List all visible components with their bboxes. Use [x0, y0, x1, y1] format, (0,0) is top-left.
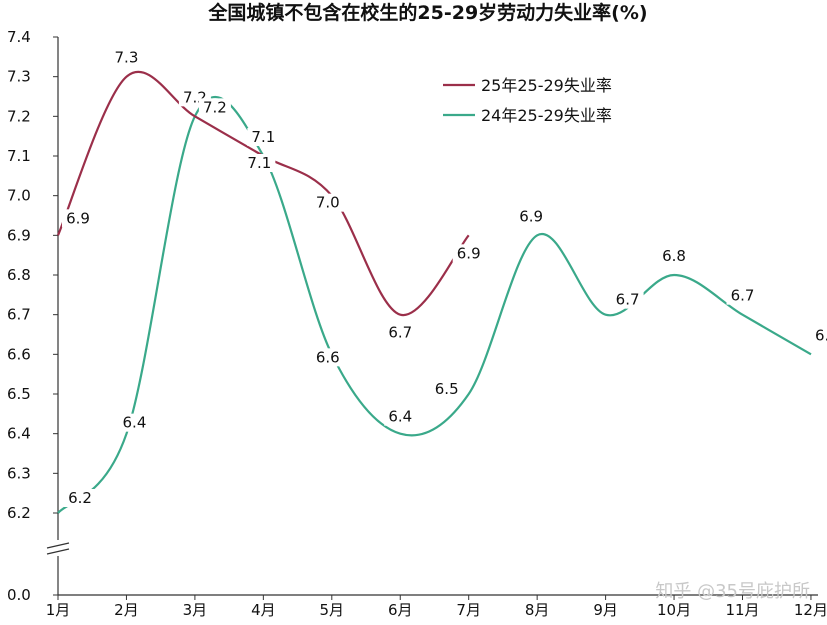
data-label: 6.7	[731, 287, 755, 305]
data-label: 6.9	[519, 207, 543, 225]
x-tick-label: 7月	[456, 601, 481, 619]
data-label-bg	[452, 244, 485, 263]
data-label: 7.2	[203, 98, 227, 116]
data-label: 6.4	[123, 414, 147, 432]
axis-break-mark	[46, 548, 70, 555]
data-label: 7.1	[247, 154, 271, 172]
data-label-bg	[118, 413, 151, 432]
x-tick-label: 1月	[46, 601, 71, 619]
data-label-bg	[384, 323, 417, 342]
y-tick-label: 6.3	[7, 464, 31, 482]
data-label-bg	[611, 290, 644, 309]
data-label-bg	[726, 286, 759, 305]
data-label: 6.9	[457, 244, 481, 262]
data-label: 7.1	[251, 128, 275, 146]
data-label: 7.0	[316, 194, 340, 212]
y-tick-label: 7.1	[7, 147, 31, 165]
data-label: 6.8	[662, 247, 686, 265]
data-label-bg	[64, 489, 96, 507]
series-line-2024	[57, 95, 812, 514]
y-tick-label: 6.2	[7, 504, 31, 522]
legend-label: 25年25-29失业率	[481, 76, 612, 95]
watermark: 知乎 @35号庇护所	[655, 581, 810, 602]
data-label: 7.3	[115, 49, 139, 67]
data-label-bg	[198, 98, 231, 117]
y-tick-label: 6.4	[7, 425, 31, 443]
data-label: 6.4	[388, 408, 412, 426]
series-line-2025	[56, 70, 470, 316]
legend: 25年25-29失业率 24年25-29失业率	[443, 76, 612, 125]
y-tick-label: 6.8	[7, 266, 31, 284]
y-tick-label: 6.6	[7, 345, 31, 363]
data-label: 6.9	[66, 209, 90, 227]
x-tick-label: 10月	[657, 601, 691, 619]
data-label: 6.7	[388, 324, 412, 342]
data-label-bg	[810, 326, 827, 345]
x-tick-label: 6月	[388, 601, 413, 619]
data-label-bg	[311, 348, 344, 367]
data-label: 6.6	[316, 348, 340, 366]
series-lines	[56, 70, 812, 514]
data-label-bg	[311, 193, 344, 212]
data-label-bg	[384, 407, 417, 426]
data-labels: 6.97.37.27.17.06.76.96.26.47.27.16.66.46…	[62, 48, 827, 507]
data-label: 6.2	[68, 489, 92, 507]
data-label-bg	[62, 209, 94, 228]
x-tick-label: 8月	[525, 601, 550, 619]
data-label-bg	[430, 380, 463, 398]
data-label: 6.6	[815, 326, 827, 344]
data-label-bg	[658, 247, 691, 265]
axis-break-mark	[46, 542, 70, 549]
data-label: 6.5	[435, 380, 459, 398]
y-tick-label: 7.4	[7, 28, 31, 46]
data-label-bg	[515, 207, 548, 226]
legend-label: 24年25-29失业率	[481, 106, 612, 125]
y-tick-label: 6.5	[7, 385, 31, 403]
data-label-bg	[247, 128, 280, 146]
y-tick-label: 7.3	[7, 68, 31, 86]
y-tick-label: 7.0	[7, 187, 31, 205]
chart-title: 全国城镇不包含在校生的25-29岁劳动力失业率(%)	[207, 1, 647, 24]
y-tick-label: 7.2	[7, 107, 31, 125]
x-tick-label: 4月	[251, 601, 276, 619]
y-tick-label: 6.7	[7, 306, 31, 324]
x-tick-label: 12月	[794, 601, 827, 619]
x-tick-label: 11月	[725, 601, 759, 619]
x-tick-label: 5月	[320, 601, 345, 619]
y-tick-label: 0.0	[7, 586, 31, 604]
data-label-bg	[243, 154, 276, 172]
axes: 0.0 6.2 6.3 6.4 6.5 6.6 6.7 6.8 6.9 7.0 7.1 7.2 7.3 7…	[7, 28, 827, 619]
y-tick-label: 6.9	[7, 226, 31, 244]
x-tick-label: 2月	[114, 601, 139, 619]
x-tick-label: 3月	[183, 601, 208, 619]
data-label-bg	[110, 48, 143, 67]
data-label: 6.7	[616, 291, 640, 309]
x-tick-label: 9月	[593, 601, 618, 619]
